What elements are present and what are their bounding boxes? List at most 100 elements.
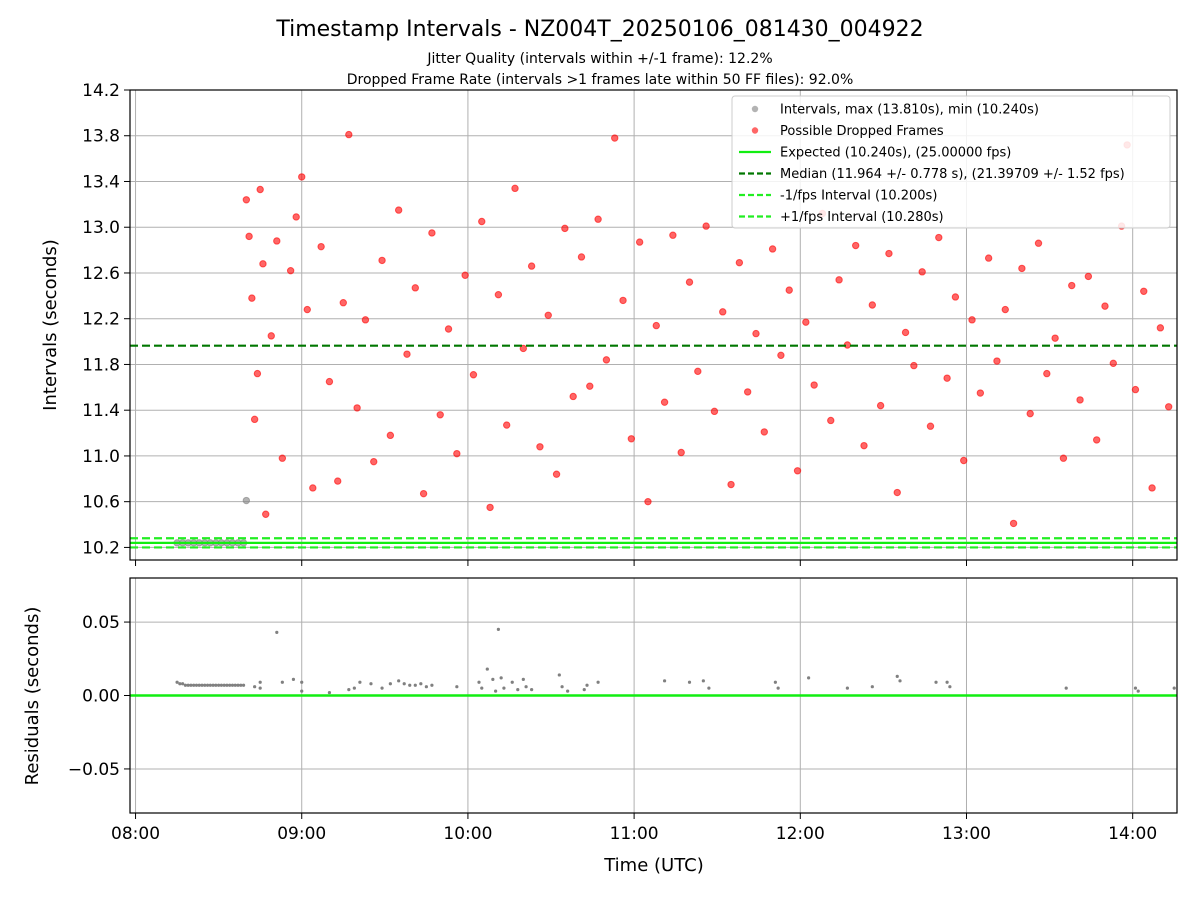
dropped-frame-point <box>802 318 810 326</box>
dropped-frame-point <box>611 134 619 142</box>
residual-point <box>197 683 201 687</box>
dropped-frame-point <box>685 278 694 286</box>
dropped-frame-point <box>1059 454 1068 462</box>
residual-point <box>585 683 589 687</box>
residual-point <box>175 680 179 684</box>
residual-point <box>413 683 417 687</box>
residual-point <box>358 680 362 684</box>
dropped-frame-point <box>292 213 300 221</box>
dropped-frame-point <box>893 488 901 497</box>
dropped-frame-point <box>935 233 943 242</box>
dropped-frame-point <box>785 286 793 294</box>
residual-point <box>300 689 304 693</box>
dropped-frame-point <box>386 431 395 440</box>
residual-point <box>230 683 235 687</box>
dropped-frame-point <box>262 510 270 518</box>
dropped-frame-point <box>743 388 752 396</box>
residual-point <box>275 630 279 634</box>
residual-point <box>934 680 938 684</box>
residual-point <box>701 679 705 683</box>
dropped-frame-point <box>419 489 428 498</box>
residual-point <box>233 683 237 687</box>
dropped-frame-point <box>968 316 976 324</box>
dropped-frame-point <box>527 262 536 270</box>
residual-point <box>845 686 849 690</box>
legend-entry-label: Median (11.964 +/- 0.778 s), (21.39709 +… <box>780 167 1125 182</box>
residual-point <box>898 679 902 683</box>
legend-marker <box>751 105 759 113</box>
dropped-frame-point <box>519 344 528 353</box>
dropped-frame-point <box>594 215 602 223</box>
dropped-frame-point <box>694 367 702 376</box>
dropped-frame-point <box>1084 272 1093 281</box>
residual-point <box>596 680 600 684</box>
residual-point <box>424 685 428 689</box>
residual-point <box>211 683 215 687</box>
top-y-tick-label: 13.8 <box>82 127 120 147</box>
dropped-frame-point <box>660 398 669 406</box>
residual-point <box>183 683 187 687</box>
dropped-frame-point <box>635 238 644 246</box>
dropped-frame-point <box>851 241 860 250</box>
chart-subtitle-jitter: Jitter Quality (intervals within +/-1 fr… <box>426 51 772 67</box>
dropped-frame-point <box>777 351 785 360</box>
dropped-frame-point <box>1164 403 1173 411</box>
dropped-frame-point <box>444 325 453 333</box>
residual-point <box>1133 686 1138 690</box>
residuals-plot: 08:00 09:00 10:00 11:00 12:00 13:00 14:00 0.05 0… <box>68 577 1178 844</box>
residual-point <box>280 680 284 684</box>
residual-point <box>236 683 240 687</box>
residual-point <box>945 680 949 684</box>
dropped-frame-point <box>253 369 262 378</box>
legend-entry-label: Intervals, max (13.810s), min (10.240s) <box>780 103 1039 118</box>
residual-point <box>521 677 525 681</box>
dropped-frame-point <box>669 231 677 239</box>
dropped-frame-point <box>561 224 569 233</box>
residual-point <box>419 682 423 686</box>
dropped-frame-point <box>1009 519 1018 528</box>
intervals-plot: 10.2 10.6 11.0 11.4 11.8 12.2 12.6 13.0 13.4 13.8… <box>82 81 1178 566</box>
residual-point <box>560 685 564 689</box>
residual-point <box>241 683 246 687</box>
dropped-frame-point <box>727 480 735 489</box>
dropped-frame-point <box>752 329 760 338</box>
residual-point <box>948 685 952 689</box>
top-y-tick-label: 14.2 <box>82 81 120 101</box>
legend-entry-label: +1/fps Interval (10.280s) <box>780 210 944 225</box>
top-y-tick-label: 13.4 <box>82 172 120 192</box>
residual-point <box>181 682 185 686</box>
dropped-frame-point <box>876 401 885 410</box>
dropped-frame-point <box>334 477 342 485</box>
dropped-frame-point <box>353 404 361 412</box>
dropped-frame-point <box>436 411 444 419</box>
dropped-frame-point <box>918 268 926 276</box>
dropped-frame-point <box>943 374 951 382</box>
dropped-frame-point <box>652 321 660 330</box>
residual-point <box>253 685 257 689</box>
residual-point <box>707 686 711 690</box>
dropped-frame-point <box>710 407 719 416</box>
residual-point <box>397 679 401 683</box>
residual-point <box>192 683 196 687</box>
dropped-frame-point <box>860 441 868 450</box>
top-y-tick-label: 12.6 <box>82 264 120 284</box>
dropped-frame-point <box>760 428 768 436</box>
dropped-frame-point <box>1026 409 1034 418</box>
residual-point <box>776 686 780 690</box>
residual-point <box>347 688 351 692</box>
dropped-frame-point <box>461 271 469 279</box>
dropped-frame-point <box>1131 385 1140 394</box>
residual-point <box>258 680 262 684</box>
dropped-frame-point <box>1001 305 1009 314</box>
residual-point <box>408 683 412 687</box>
residual-point <box>217 683 221 687</box>
residual-point <box>510 680 514 684</box>
residual-point <box>807 676 811 680</box>
residual-point <box>300 680 304 684</box>
dropped-frame-point <box>361 316 370 324</box>
dropped-frame-point <box>569 392 577 401</box>
dropped-frame-point <box>644 497 652 506</box>
residual-point <box>219 683 224 687</box>
bottom-y-axis-label: Residuals (seconds) <box>22 607 43 786</box>
